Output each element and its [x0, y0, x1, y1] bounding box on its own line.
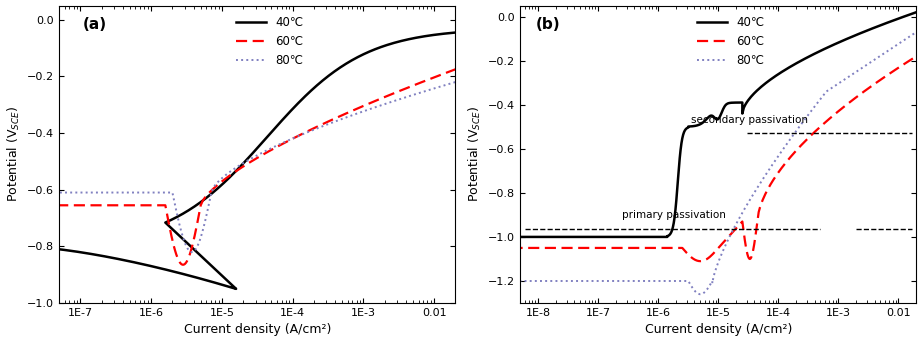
- X-axis label: Current density (A/cm²): Current density (A/cm²): [644, 324, 792, 337]
- Text: secondary passivation: secondary passivation: [691, 115, 808, 124]
- Text: (a): (a): [83, 17, 107, 32]
- X-axis label: Current density (A/cm²): Current density (A/cm²): [183, 324, 331, 337]
- Legend: 40℃, 60℃, 80℃: 40℃, 60℃, 80℃: [231, 12, 308, 72]
- Legend: 40℃, 60℃, 80℃: 40℃, 60℃, 80℃: [692, 12, 769, 72]
- Text: primary passivation: primary passivation: [622, 210, 726, 220]
- Text: (b): (b): [536, 17, 561, 32]
- Y-axis label: Potential (V$_{SCE}$): Potential (V$_{SCE}$): [6, 106, 21, 202]
- Y-axis label: Potential (V$_{SCE}$): Potential (V$_{SCE}$): [467, 106, 482, 202]
